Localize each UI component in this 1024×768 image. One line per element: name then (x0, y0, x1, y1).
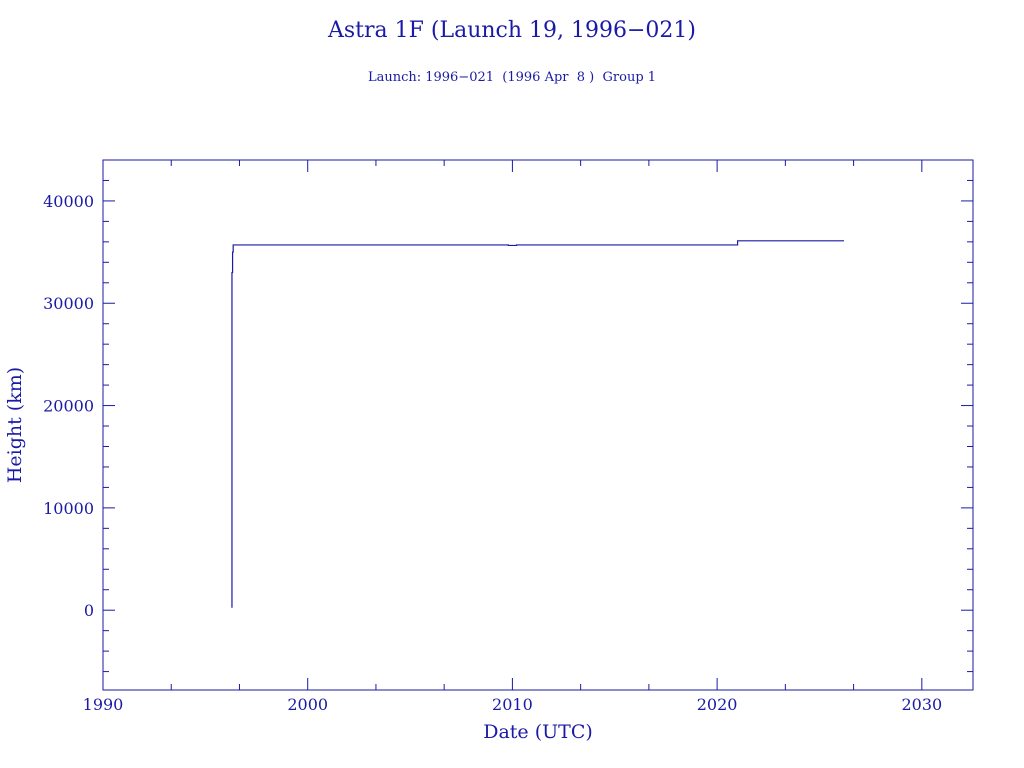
x-tick-label: 2020 (697, 695, 738, 714)
y-tick-label: 0 (84, 601, 94, 620)
series-group (231, 240, 845, 608)
x-tick-label: 2000 (287, 695, 328, 714)
y-tick-labels: 0 10000 20000 30000 40000 (43, 192, 94, 620)
x-axis-label: Date (UTC) (483, 721, 593, 743)
x-tick-label: 1990 (83, 695, 124, 714)
x-tick-label: 2010 (492, 695, 533, 714)
y-tick-label: 20000 (43, 397, 94, 416)
x-tick-label: 2030 (901, 695, 942, 714)
plot-frame (102, 159, 974, 691)
chart-title: Astra 1F (Launch 19, 1996−021) (327, 18, 696, 43)
x-tick-labels: 1990 2000 2010 2020 2030 (83, 695, 943, 714)
y-tick-label: 40000 (43, 192, 94, 211)
series-line (231, 240, 845, 608)
y-tick-label: 10000 (43, 499, 94, 518)
tick-marks (102, 159, 973, 690)
y-tick-label: 30000 (43, 294, 94, 313)
chart-subtitle: Launch: 1996−021 (1996 Apr 8 ) Group 1 (368, 70, 656, 85)
y-axis-label: Height (km) (4, 367, 26, 483)
